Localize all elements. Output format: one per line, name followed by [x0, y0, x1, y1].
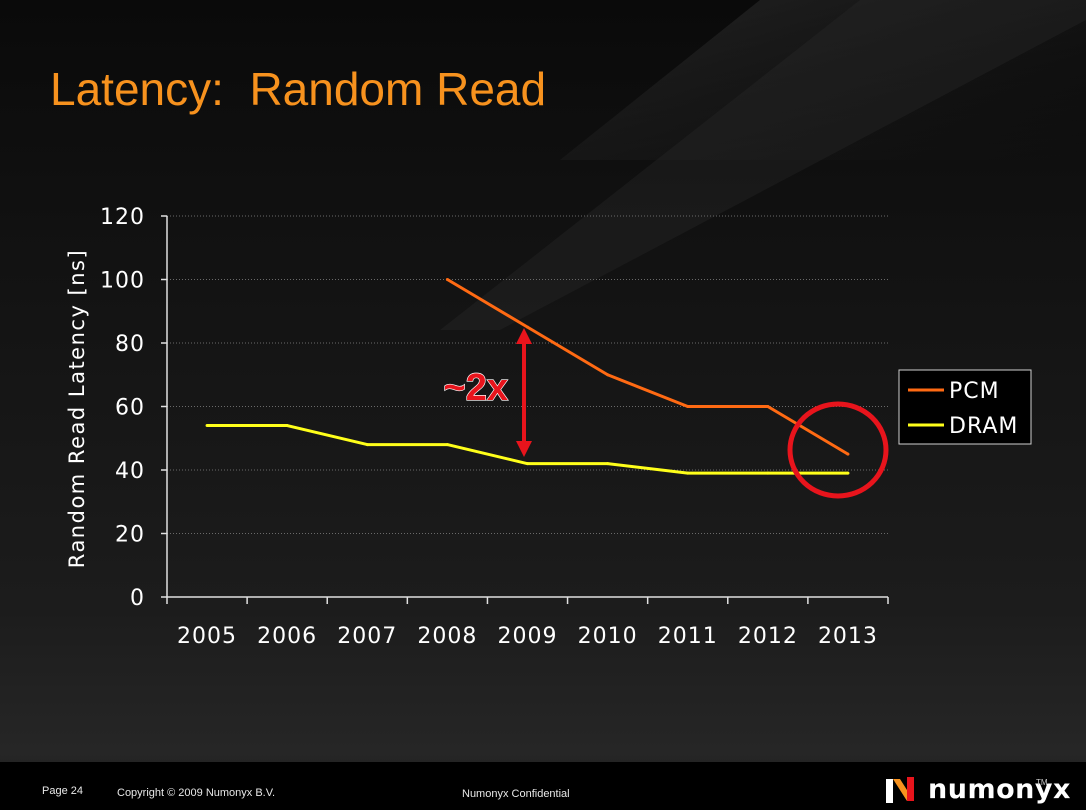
- data-point-dram: [445, 443, 449, 447]
- numonyx-logo-text: numonyx: [928, 774, 1071, 805]
- legend-label-pcm: PCM: [949, 379, 1000, 404]
- y-axis-title: Random Read Latency [ns]: [65, 249, 89, 568]
- legend-box: [898, 369, 1032, 445]
- y-tick-label: 100: [100, 269, 145, 294]
- data-point-pcm: [686, 405, 690, 408]
- data-point-dram: [285, 424, 289, 428]
- data-point-dram: [365, 443, 369, 447]
- data-point-pcm: [526, 325, 529, 329]
- data-point-dram: [846, 471, 850, 475]
- legend-label-dram: DRAM: [949, 414, 1018, 439]
- x-tick-label: 2012: [738, 624, 798, 649]
- data-point-dram: [766, 471, 770, 475]
- y-tick-label: 80: [115, 332, 145, 357]
- y-tick-label: 60: [115, 396, 145, 421]
- data-point-dram: [686, 471, 690, 475]
- y-tick-label: 40: [115, 459, 145, 484]
- footer: Page 24 Copyright © 2009 Numonyx B.V. Nu…: [0, 762, 1086, 810]
- latency-chart: 0 20 40 60 80 100 120 2005 2006 2007 2008 2009 2010 2…: [65, 205, 1032, 649]
- data-point-pcm: [766, 405, 770, 408]
- copyright-text: Copyright © 2009 Numonyx B.V.: [117, 787, 276, 799]
- page-number: Page 24: [42, 785, 83, 797]
- x-tick-label: 2013: [818, 624, 878, 649]
- data-point-pcm: [445, 278, 449, 281]
- y-tick-label: 120: [100, 205, 145, 230]
- x-tick-label: 2005: [177, 624, 237, 649]
- x-tick-label: 2009: [498, 624, 558, 649]
- gap-annotation: ~2x: [444, 367, 508, 409]
- data-point-pcm: [846, 452, 850, 456]
- slide-title: Latency: Random Read: [50, 63, 547, 115]
- x-tick-label: 2007: [337, 624, 397, 649]
- gap-arrow-head-up: [516, 328, 532, 344]
- y-tick-label: 0: [130, 586, 145, 611]
- confidential-text: Numonyx Confidential: [462, 788, 570, 800]
- data-point-pcm: [606, 373, 610, 377]
- x-tick-label: 2006: [257, 624, 317, 649]
- logo-trademark: TM: [1036, 778, 1048, 787]
- x-tick-label: 2008: [417, 624, 477, 649]
- data-point-dram: [606, 462, 610, 466]
- x-tick-label: 2010: [578, 624, 638, 649]
- series-line-pcm: [446, 278, 849, 456]
- numonyx-logo-icon: [886, 777, 914, 803]
- x-tick-label: 2011: [658, 624, 718, 649]
- gap-arrow-head-down: [516, 441, 532, 457]
- data-point-dram: [526, 462, 529, 466]
- data-point-dram: [205, 424, 209, 428]
- highlight-circle: [787, 401, 889, 499]
- y-tick-label: 20: [115, 523, 145, 548]
